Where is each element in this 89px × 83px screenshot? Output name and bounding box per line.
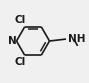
Text: Cl: Cl [14, 15, 26, 25]
Text: N: N [8, 36, 17, 46]
Text: NH: NH [68, 34, 85, 44]
Text: Cl: Cl [14, 57, 26, 67]
